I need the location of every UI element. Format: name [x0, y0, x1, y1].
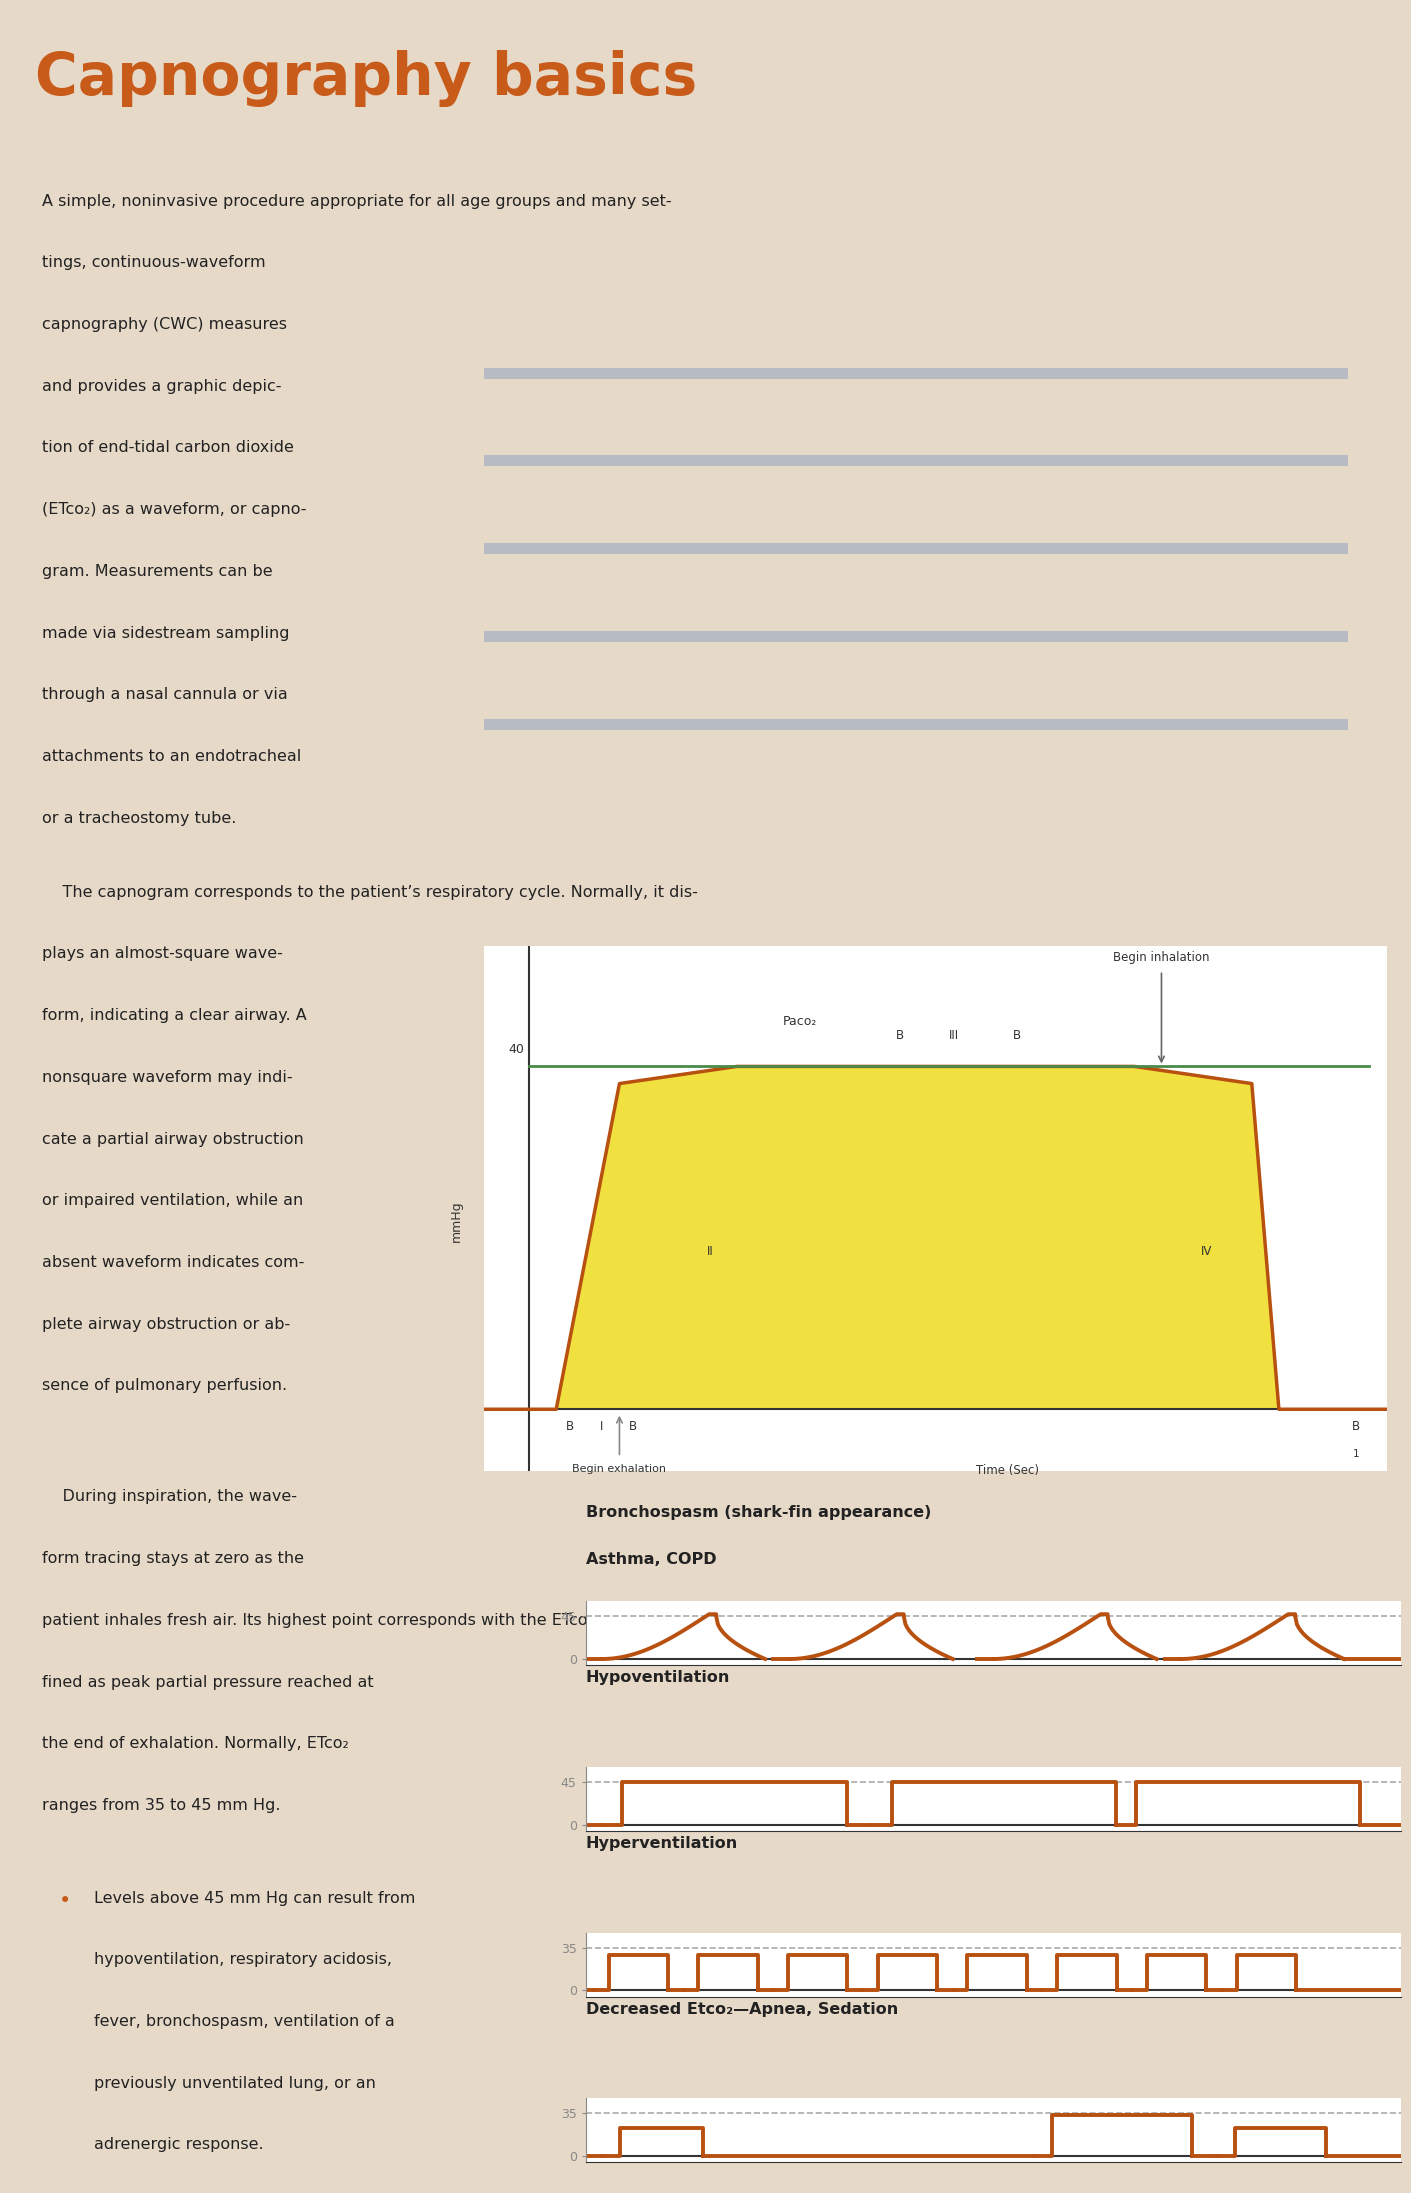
Text: capnography (CWC) measures: capnography (CWC) measures	[42, 318, 286, 331]
Text: and provides a graphic depic-: and provides a graphic depic-	[42, 379, 282, 395]
Text: the end of exhalation. Normally, ETco₂: the end of exhalation. Normally, ETco₂	[42, 1737, 349, 1752]
Text: patient inhales fresh air. Its highest point corresponds with the ETco₂ level, d: patient inhales fresh air. Its highest p…	[42, 1612, 673, 1627]
Text: IV: IV	[1201, 1246, 1212, 1259]
Text: During inspiration, the wave-: During inspiration, the wave-	[42, 1489, 298, 1504]
Text: plays an almost-square wave-: plays an almost-square wave-	[42, 947, 282, 961]
Text: sence of pulmonary perfusion.: sence of pulmonary perfusion.	[42, 1379, 288, 1393]
Text: hypoventilation, respiratory acidosis,: hypoventilation, respiratory acidosis,	[93, 1952, 392, 1967]
Text: made via sidestream sampling: made via sidestream sampling	[42, 625, 289, 640]
Text: 40: 40	[509, 1044, 525, 1057]
Text: mmHg: mmHg	[450, 1200, 463, 1241]
Text: A simple, noninvasive procedure appropriate for all age groups and many set-: A simple, noninvasive procedure appropri…	[42, 193, 672, 208]
Text: form, indicating a clear airway. A: form, indicating a clear airway. A	[42, 1009, 306, 1024]
Text: II: II	[707, 1246, 713, 1259]
Text: fined as peak partial pressure reached at: fined as peak partial pressure reached a…	[42, 1675, 374, 1689]
Text: fever, bronchospasm, ventilation of a: fever, bronchospasm, ventilation of a	[93, 2013, 394, 2029]
Text: Bronchospasm (shark-fin appearance): Bronchospasm (shark-fin appearance)	[586, 1504, 931, 1520]
Text: gram. Measurements can be: gram. Measurements can be	[42, 564, 272, 579]
Text: adrenergic response.: adrenergic response.	[93, 2138, 264, 2154]
Text: B: B	[896, 1029, 903, 1042]
Text: tion of end-tidal carbon dioxide: tion of end-tidal carbon dioxide	[42, 441, 293, 456]
Text: 1: 1	[1352, 1450, 1359, 1458]
Text: Paco₂: Paco₂	[783, 1015, 817, 1029]
Text: B: B	[629, 1419, 636, 1432]
Text: The capnogram corresponds to the patient’s respiratory cycle. Normally, it dis-: The capnogram corresponds to the patient…	[42, 884, 698, 899]
Text: B: B	[1013, 1029, 1022, 1042]
Text: III: III	[948, 1029, 958, 1042]
Text: (ETco₂) as a waveform, or capno-: (ETco₂) as a waveform, or capno-	[42, 502, 306, 518]
Text: B: B	[566, 1419, 574, 1432]
Text: tings, continuous-waveform: tings, continuous-waveform	[42, 254, 265, 270]
Text: Hypoventilation: Hypoventilation	[586, 1671, 729, 1686]
Text: Levels above 45 mm Hg can result from: Levels above 45 mm Hg can result from	[93, 1890, 415, 1906]
Text: B: B	[1352, 1419, 1360, 1432]
Text: Hyperventilation: Hyperventilation	[586, 1836, 738, 1851]
Text: Asthma, COPD: Asthma, COPD	[586, 1553, 717, 1568]
Text: Begin inhalation: Begin inhalation	[1113, 950, 1209, 963]
Text: previously unventilated lung, or an: previously unventilated lung, or an	[93, 2077, 375, 2090]
Text: nonsquare waveform may indi-: nonsquare waveform may indi-	[42, 1070, 292, 1086]
Text: form tracing stays at zero as the: form tracing stays at zero as the	[42, 1550, 303, 1566]
Text: Capnography basics: Capnography basics	[35, 50, 697, 107]
Text: or impaired ventilation, while an: or impaired ventilation, while an	[42, 1193, 303, 1208]
Text: •: •	[59, 1890, 71, 1910]
Text: Begin exhalation: Begin exhalation	[573, 1465, 666, 1474]
Text: absent waveform indicates com-: absent waveform indicates com-	[42, 1254, 305, 1270]
Text: Decreased Etco₂—Apnea, Sedation: Decreased Etco₂—Apnea, Sedation	[586, 2002, 897, 2018]
Polygon shape	[556, 1066, 1278, 1410]
Text: plete airway obstruction or ab-: plete airway obstruction or ab-	[42, 1316, 291, 1331]
Text: Time (Sec): Time (Sec)	[976, 1465, 1040, 1478]
Text: attachments to an endotracheal: attachments to an endotracheal	[42, 750, 302, 763]
Text: through a nasal cannula or via: through a nasal cannula or via	[42, 686, 288, 702]
Text: I: I	[600, 1419, 602, 1432]
Text: cate a partial airway obstruction: cate a partial airway obstruction	[42, 1132, 303, 1147]
Text: or a tracheostomy tube.: or a tracheostomy tube.	[42, 811, 237, 827]
Text: ranges from 35 to 45 mm Hg.: ranges from 35 to 45 mm Hg.	[42, 1798, 281, 1814]
